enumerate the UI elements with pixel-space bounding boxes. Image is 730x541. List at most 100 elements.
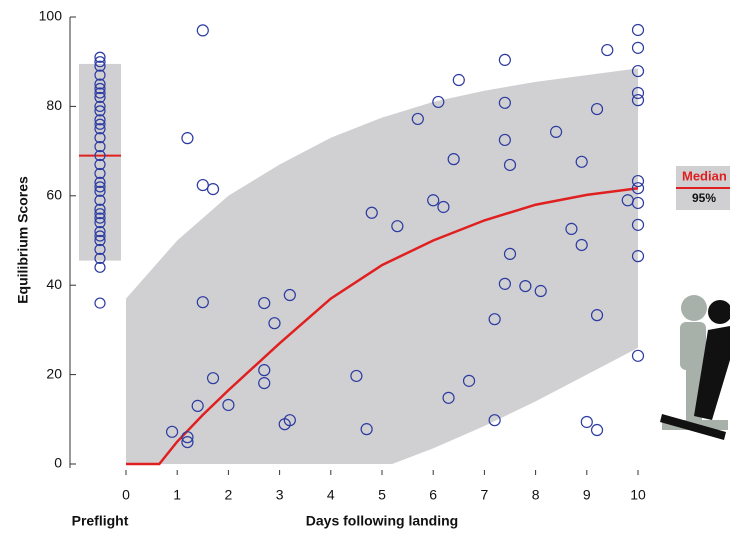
astronaut-icon — [660, 295, 730, 440]
point — [191, 399, 204, 412]
point — [488, 414, 501, 427]
x-tick-label: 9 — [583, 487, 591, 503]
point — [580, 415, 593, 429]
preflight-point — [94, 114, 106, 126]
x-tick-label: 0 — [122, 487, 130, 503]
point — [258, 296, 271, 310]
point — [631, 196, 645, 210]
preflight-point — [94, 69, 106, 81]
point — [601, 43, 614, 57]
point — [268, 317, 281, 330]
x-tick-label: 10 — [630, 487, 646, 503]
point — [437, 200, 450, 214]
preflight-point — [94, 167, 106, 180]
x-tick-label: 2 — [225, 487, 233, 503]
point — [565, 222, 578, 235]
point — [283, 288, 296, 302]
point — [432, 95, 445, 109]
preflight-point — [94, 56, 106, 68]
point — [631, 64, 645, 78]
preflight-point — [94, 185, 106, 197]
point — [631, 86, 645, 100]
point — [503, 247, 517, 261]
point — [590, 102, 604, 116]
point — [631, 94, 645, 107]
preflight-point — [94, 225, 106, 238]
point — [631, 182, 645, 195]
y-tick-label: 20 — [46, 365, 62, 381]
point — [631, 41, 645, 54]
point — [365, 206, 378, 219]
point — [206, 372, 220, 385]
point — [462, 374, 476, 387]
preflight-point — [94, 208, 106, 220]
point — [590, 423, 604, 437]
preflight-point — [94, 234, 106, 247]
point — [222, 398, 235, 412]
preflight-point — [94, 91, 106, 104]
point — [196, 178, 209, 192]
preflight-point — [94, 141, 106, 153]
preflight-point — [94, 132, 106, 144]
preflight-point — [94, 230, 106, 242]
x-tick-label: 3 — [276, 487, 284, 503]
point — [631, 23, 645, 37]
preflight-point — [94, 217, 106, 229]
legend-band-label: 95% — [692, 191, 716, 205]
point — [498, 53, 511, 67]
point — [283, 414, 296, 427]
x-tick-label: 1 — [173, 487, 181, 503]
point — [427, 194, 440, 207]
point — [452, 73, 465, 87]
point — [498, 133, 511, 147]
preflight-point — [94, 297, 106, 309]
preflight-point — [94, 123, 106, 135]
y-tick-label: 60 — [46, 187, 62, 203]
preflight-point — [94, 212, 106, 224]
point — [631, 349, 645, 362]
preflight-point — [94, 100, 106, 113]
point — [206, 182, 220, 196]
point — [196, 24, 209, 37]
point — [181, 435, 194, 449]
x-tick-label: 4 — [327, 487, 335, 503]
x-tick-label: 5 — [378, 487, 386, 503]
point — [503, 158, 517, 172]
x-tick-label: 8 — [532, 487, 540, 503]
preflight-point — [94, 243, 106, 256]
preflight-point — [94, 203, 106, 215]
preflight-point — [94, 78, 106, 90]
point — [498, 277, 511, 290]
preflight-point — [94, 60, 106, 72]
point — [360, 423, 373, 436]
point — [258, 364, 271, 377]
preflight-point — [94, 261, 106, 273]
point — [631, 250, 645, 263]
preflight-point — [94, 87, 106, 99]
y-axis-label: Equilibrium Scores — [15, 176, 31, 304]
point — [411, 112, 424, 126]
preflight-point — [94, 252, 106, 264]
preflight-label: Preflight — [72, 513, 129, 529]
preflight-point — [94, 176, 106, 188]
preflight-point — [94, 158, 106, 171]
preflight-point — [94, 118, 106, 130]
y-tick-label: 100 — [39, 8, 63, 24]
point — [258, 376, 271, 390]
point — [498, 96, 511, 109]
y-tick-label: 40 — [46, 276, 62, 292]
point — [575, 238, 588, 252]
point — [534, 284, 547, 298]
point — [631, 174, 645, 188]
x-axis-label: Days following landing — [306, 513, 458, 529]
point — [575, 155, 588, 168]
preflight-point — [94, 194, 106, 206]
y-tick-label: 0 — [54, 455, 62, 471]
point — [196, 296, 209, 309]
point — [350, 369, 363, 383]
median-line — [126, 186, 639, 466]
point — [549, 125, 563, 138]
point — [488, 313, 501, 326]
x-tick-label: 7 — [481, 487, 489, 503]
